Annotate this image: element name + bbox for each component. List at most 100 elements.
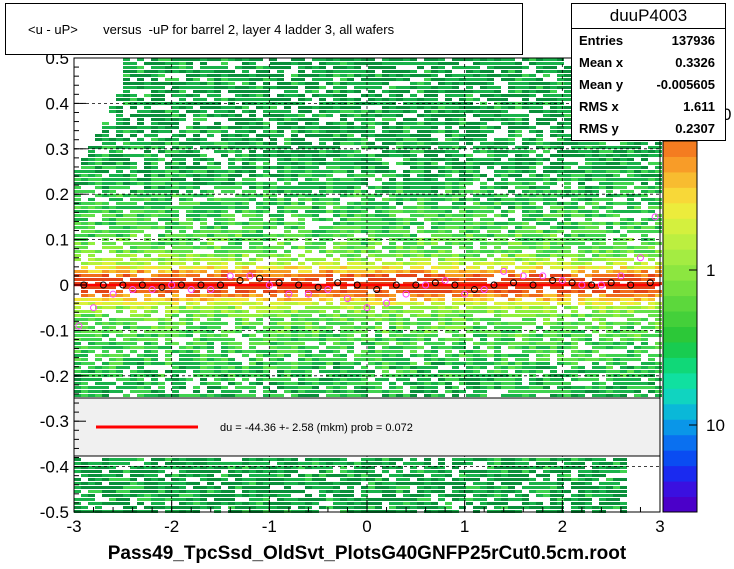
heatmap-cell — [256, 470, 263, 473]
heatmap-cell — [396, 286, 403, 289]
heatmap-cell — [144, 362, 151, 365]
heatmap-cell — [207, 70, 214, 73]
heatmap-cell — [151, 78, 158, 81]
heatmap-cell — [508, 230, 515, 233]
heatmap-cell — [81, 270, 88, 273]
heatmap-cell — [214, 78, 221, 81]
heatmap-cell — [263, 366, 270, 369]
heatmap-cell — [165, 162, 172, 165]
heatmap-cell — [480, 78, 487, 81]
heatmap-cell — [319, 350, 326, 353]
heatmap-cell — [347, 318, 354, 321]
heatmap-cell — [284, 82, 291, 85]
heatmap-cell — [207, 274, 214, 277]
heatmap-cell — [431, 362, 438, 365]
heatmap-cell — [130, 134, 137, 137]
heatmap-cell — [382, 174, 389, 177]
heatmap-cell — [165, 230, 172, 233]
heatmap-cell — [263, 150, 270, 153]
heatmap-cell — [270, 322, 277, 325]
heatmap-cell — [480, 494, 487, 497]
heatmap-cell — [480, 386, 487, 389]
heatmap-cell — [361, 154, 368, 157]
heatmap-cell — [361, 190, 368, 193]
heatmap-cell — [459, 206, 466, 209]
heatmap-cell — [284, 190, 291, 193]
heatmap-cell — [326, 250, 333, 253]
heatmap-cell — [396, 210, 403, 213]
heatmap-cell — [102, 186, 109, 189]
heatmap-cell — [277, 478, 284, 481]
heatmap-cell — [438, 458, 445, 461]
heatmap-cell — [130, 234, 137, 237]
heatmap-cell — [193, 262, 200, 265]
heatmap-cell — [284, 154, 291, 157]
heatmap-cell — [130, 242, 137, 245]
heatmap-cell — [207, 134, 214, 137]
heatmap-cell — [473, 70, 480, 73]
heatmap-cell — [200, 506, 207, 509]
heatmap-cell — [242, 494, 249, 497]
heatmap-cell — [319, 194, 326, 197]
heatmap-cell — [291, 126, 298, 129]
heatmap-cell — [410, 310, 417, 313]
heatmap-cell — [494, 234, 501, 237]
heatmap-cell — [333, 126, 340, 129]
heatmap-cell — [326, 506, 333, 509]
heatmap-cell — [298, 362, 305, 365]
heatmap-cell — [305, 62, 312, 65]
heatmap-cell — [466, 158, 473, 161]
heatmap-cell — [480, 118, 487, 121]
heatmap-cell — [284, 382, 291, 385]
heatmap-cell — [375, 122, 382, 125]
heatmap-cell — [438, 298, 445, 301]
heatmap-cell — [466, 222, 473, 225]
heatmap-cell — [326, 474, 333, 477]
heatmap-cell — [375, 98, 382, 101]
heatmap-cell — [417, 90, 424, 93]
heatmap-cell — [277, 362, 284, 365]
heatmap-cell — [284, 306, 291, 309]
heatmap-cell — [291, 302, 298, 305]
heatmap-cell — [368, 262, 375, 265]
heatmap-cell — [263, 250, 270, 253]
heatmap-cell — [438, 182, 445, 185]
heatmap-cell — [95, 342, 102, 345]
heatmap-cell — [375, 158, 382, 161]
heatmap-cell — [473, 322, 480, 325]
heatmap-cell — [277, 254, 284, 257]
heatmap-cell — [200, 286, 207, 289]
heatmap-cell — [480, 378, 487, 381]
heatmap-cell — [389, 234, 396, 237]
heatmap-cell — [494, 114, 501, 117]
heatmap-cell — [319, 154, 326, 157]
heatmap-cell — [466, 218, 473, 221]
heatmap-cell — [389, 382, 396, 385]
heatmap-cell — [361, 174, 368, 177]
heatmap-cell — [361, 386, 368, 389]
heatmap-cell — [291, 102, 298, 105]
heatmap-cell — [249, 286, 256, 289]
heatmap-cell — [347, 78, 354, 81]
heatmap-cell — [151, 146, 158, 149]
heatmap-cell — [298, 146, 305, 149]
heatmap-cell — [410, 218, 417, 221]
heatmap-cell — [417, 186, 424, 189]
heatmap-cell — [312, 386, 319, 389]
heatmap-cell — [361, 290, 368, 293]
heatmap-cell — [228, 314, 235, 317]
heatmap-cell — [396, 174, 403, 177]
heatmap-cell — [487, 62, 494, 65]
heatmap-cell — [81, 302, 88, 305]
heatmap-cell — [473, 174, 480, 177]
heatmap-cell — [207, 382, 214, 385]
heatmap-cell — [508, 346, 515, 349]
heatmap-cell — [291, 322, 298, 325]
heatmap-cell — [284, 462, 291, 465]
heatmap-cell — [410, 138, 417, 141]
heatmap-cell — [116, 226, 123, 229]
heatmap-cell — [109, 158, 116, 161]
heatmap-cell — [123, 358, 130, 361]
heatmap-cell — [389, 482, 396, 485]
heatmap-cell — [109, 322, 116, 325]
